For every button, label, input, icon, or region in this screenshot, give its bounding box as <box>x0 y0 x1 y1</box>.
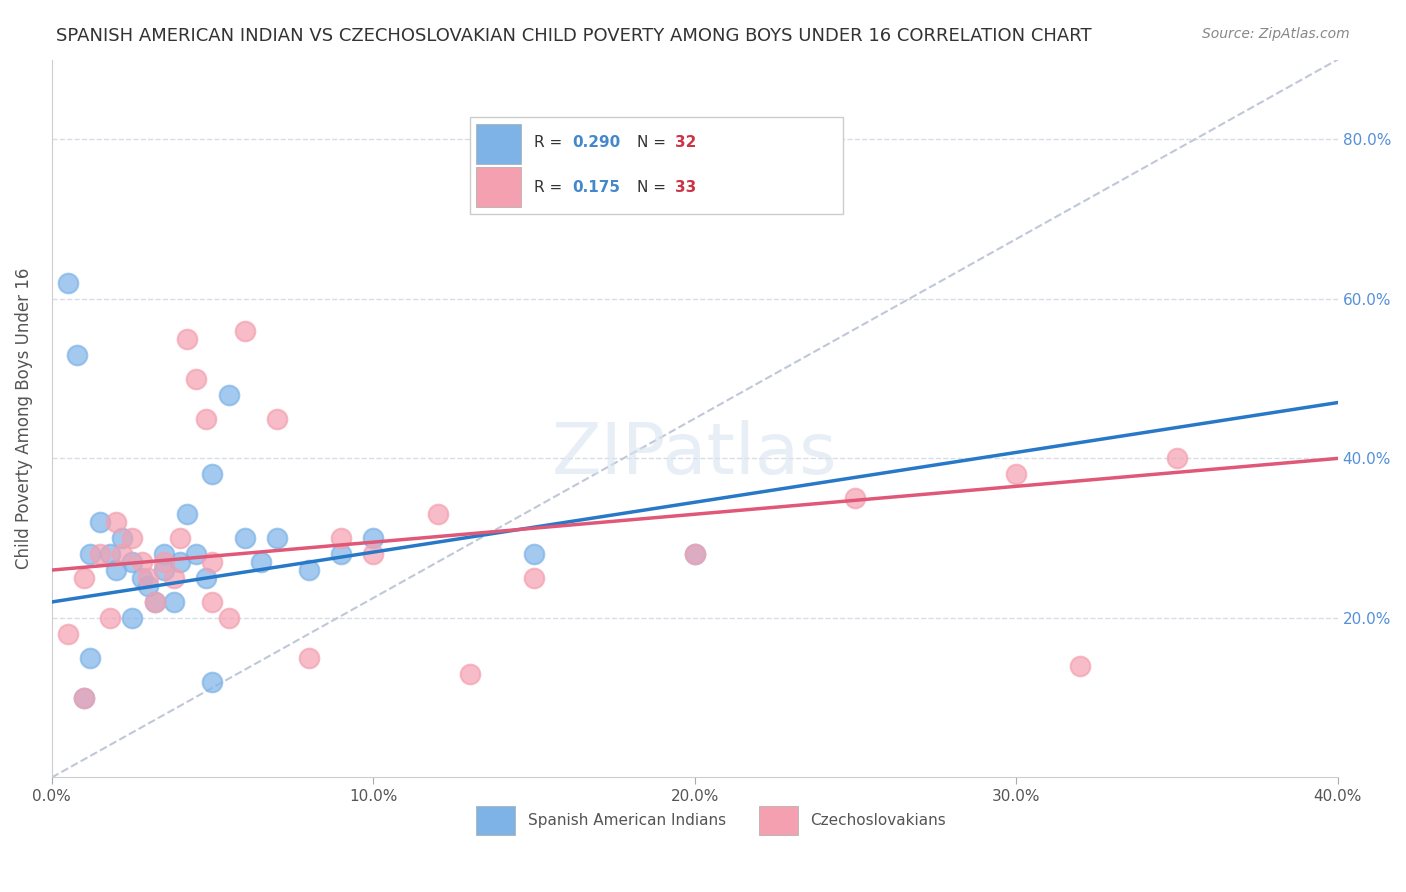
Point <box>186 547 208 561</box>
Point <box>143 595 166 609</box>
FancyBboxPatch shape <box>759 806 797 835</box>
Point <box>176 508 198 522</box>
Point <box>361 547 384 561</box>
Point <box>169 531 191 545</box>
Point <box>218 611 240 625</box>
Text: N =: N = <box>637 136 671 151</box>
Point <box>121 611 143 625</box>
Point <box>131 571 153 585</box>
Point <box>266 531 288 545</box>
Point <box>89 515 111 529</box>
Text: R =: R = <box>534 180 567 194</box>
Text: SPANISH AMERICAN INDIAN VS CZECHOSLOVAKIAN CHILD POVERTY AMONG BOYS UNDER 16 COR: SPANISH AMERICAN INDIAN VS CZECHOSLOVAKI… <box>56 27 1092 45</box>
Point <box>195 571 218 585</box>
FancyBboxPatch shape <box>470 117 842 214</box>
Point <box>153 563 176 577</box>
Text: 0.290: 0.290 <box>572 136 621 151</box>
Point <box>79 650 101 665</box>
Point <box>844 491 866 506</box>
Point <box>186 371 208 385</box>
Point <box>153 547 176 561</box>
Point <box>218 387 240 401</box>
Point <box>266 411 288 425</box>
Point <box>176 332 198 346</box>
Point <box>201 467 224 482</box>
Point <box>153 555 176 569</box>
Y-axis label: Child Poverty Among Boys Under 16: Child Poverty Among Boys Under 16 <box>15 268 32 569</box>
Point <box>201 555 224 569</box>
Point <box>105 563 128 577</box>
Point <box>98 611 121 625</box>
Point <box>1166 451 1188 466</box>
FancyBboxPatch shape <box>477 124 522 164</box>
Point <box>523 547 546 561</box>
Point <box>458 666 481 681</box>
Point <box>330 547 353 561</box>
Point <box>143 595 166 609</box>
Point <box>233 531 256 545</box>
Text: Czechoslovakians: Czechoslovakians <box>810 813 946 828</box>
Text: Source: ZipAtlas.com: Source: ZipAtlas.com <box>1202 27 1350 41</box>
Text: R =: R = <box>534 136 567 151</box>
Point <box>163 595 186 609</box>
Point <box>111 547 134 561</box>
Point <box>66 348 89 362</box>
Point <box>136 571 159 585</box>
Point <box>195 411 218 425</box>
Point <box>163 571 186 585</box>
Text: ZIPatlas: ZIPatlas <box>553 420 838 489</box>
Point <box>121 555 143 569</box>
Point <box>73 571 96 585</box>
Point <box>73 690 96 705</box>
Point <box>169 555 191 569</box>
Point <box>121 531 143 545</box>
Text: 32: 32 <box>675 136 697 151</box>
Text: Spanish American Indians: Spanish American Indians <box>527 813 725 828</box>
Point <box>89 547 111 561</box>
Point <box>298 650 321 665</box>
Text: 0.175: 0.175 <box>572 180 620 194</box>
Point <box>79 547 101 561</box>
Point <box>98 547 121 561</box>
Point <box>249 555 271 569</box>
Point <box>1069 658 1091 673</box>
FancyBboxPatch shape <box>477 806 515 835</box>
Text: N =: N = <box>637 180 671 194</box>
Point <box>73 690 96 705</box>
Point <box>233 324 256 338</box>
Point <box>111 531 134 545</box>
Point <box>201 595 224 609</box>
Point <box>136 579 159 593</box>
Point <box>1005 467 1028 482</box>
Point <box>683 547 706 561</box>
Point <box>105 515 128 529</box>
Point <box>361 531 384 545</box>
Point <box>426 508 449 522</box>
Point <box>523 571 546 585</box>
Point <box>56 276 79 290</box>
Text: 33: 33 <box>675 180 696 194</box>
Point <box>298 563 321 577</box>
Point <box>330 531 353 545</box>
Point <box>131 555 153 569</box>
Point <box>201 674 224 689</box>
FancyBboxPatch shape <box>477 168 522 207</box>
Point <box>683 547 706 561</box>
Point <box>56 627 79 641</box>
